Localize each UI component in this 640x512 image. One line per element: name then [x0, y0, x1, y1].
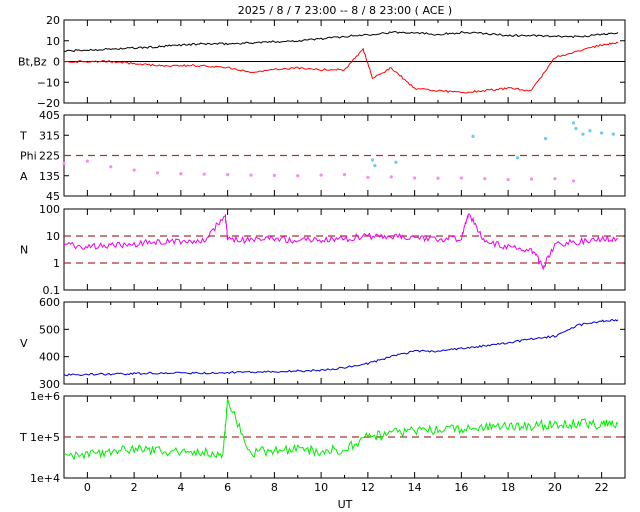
y-tick-label: 400 — [39, 351, 60, 364]
y-tick-label: 135 — [39, 170, 60, 183]
y-tick-label: 1e+5 — [30, 431, 60, 444]
panel-frame — [63, 301, 626, 385]
data-point — [226, 173, 230, 177]
y-tick-label: −20 — [37, 97, 60, 110]
data-point — [413, 176, 417, 180]
x-tick-label: 10 — [314, 481, 328, 494]
data-point — [574, 126, 578, 131]
data-point — [389, 175, 393, 179]
data-point — [571, 179, 576, 183]
x-tick-label: 22 — [595, 481, 609, 494]
data-point — [179, 172, 183, 176]
data-point — [483, 177, 487, 181]
data-point — [272, 173, 276, 178]
data-point — [394, 160, 398, 164]
y-tick-label: 20 — [46, 14, 60, 27]
y-axis-label: Bt,Bz — [18, 56, 47, 69]
data-point — [471, 134, 475, 138]
panel-speed: 600 500 400 300 V — [20, 296, 626, 391]
chart-title: 2025 / 8 / 7 23:00 -- 8 / 8 23:00 ( ACE … — [238, 4, 452, 17]
y-tick-label: 1e+4 — [30, 472, 60, 485]
data-point — [109, 165, 113, 169]
y-tick-label: −10 — [37, 76, 60, 89]
y-tick-label: 10 — [46, 35, 60, 48]
data-point — [600, 131, 604, 135]
x-tick-label: 18 — [501, 481, 515, 494]
y-tick-label: 1 — [53, 257, 60, 270]
data-point — [506, 177, 510, 182]
data-point — [611, 132, 615, 136]
series-line — [63, 398, 619, 461]
x-tick-label: 20 — [548, 481, 562, 494]
y-tick-label: 100 — [39, 203, 60, 216]
panel-magnetic-field: 20 10 0 −10 −20 Bt,Bz — [18, 14, 626, 110]
panel-temperature: 1e+6 1e+5 1e+4 0 2 4 6 8 10 12 14 16 18 20 22 T — [19, 390, 626, 494]
x-tick-label: 14 — [408, 481, 422, 494]
y-axis-label: T — [19, 431, 27, 444]
data-point — [588, 129, 592, 133]
y-tick-label: 225 — [39, 150, 60, 163]
data-point — [249, 173, 253, 177]
x-tick-label: 8 — [271, 481, 278, 494]
data-point — [155, 171, 160, 175]
y-axis-label: V — [20, 337, 28, 350]
data-point — [529, 177, 534, 181]
data-point — [553, 177, 557, 181]
data-point — [202, 172, 206, 176]
y-tick-label: 315 — [39, 129, 60, 142]
data-point — [319, 173, 323, 177]
x-tick-label: 6 — [224, 481, 231, 494]
data-point — [62, 161, 66, 165]
y-tick-label: 600 — [39, 296, 60, 309]
x-tick-label: 0 — [84, 481, 91, 494]
data-point — [296, 174, 300, 178]
y-tick-label: 10 — [46, 230, 60, 243]
series-line — [63, 41, 619, 94]
y-tick-label: 0 — [53, 56, 60, 69]
panel-angles: 405 315 225 135 45 T Phi A — [19, 109, 626, 203]
data-point — [373, 164, 377, 168]
y-tick-label: 405 — [39, 109, 60, 122]
series-line — [63, 318, 619, 377]
data-point — [366, 175, 370, 179]
data-point — [571, 121, 576, 125]
y-tick-label: 500 — [39, 323, 60, 336]
data-point — [459, 176, 463, 180]
x-tick-label: 4 — [177, 481, 184, 494]
data-point — [543, 137, 548, 141]
data-point — [436, 176, 440, 180]
y-tick-label: 1e+6 — [30, 390, 60, 403]
panel-density: 100 10 1 0.1 N — [20, 203, 626, 297]
y-tick-label: 0.1 — [43, 284, 61, 297]
x-axis-label: UT — [338, 498, 353, 511]
data-point — [132, 168, 136, 172]
series-line — [63, 213, 619, 271]
data-point — [515, 156, 520, 160]
data-point — [85, 159, 89, 163]
y-axis-label: Phi — [20, 150, 37, 163]
data-point — [581, 132, 585, 136]
data-point — [370, 158, 375, 162]
data-point — [342, 173, 347, 177]
panel-frame — [63, 208, 626, 291]
y-tick-label: 45 — [46, 190, 60, 203]
y-axis-label: T — [19, 129, 27, 142]
x-tick-label: 2 — [131, 481, 138, 494]
y-tick-label: 300 — [39, 378, 60, 391]
x-tick-label: 12 — [361, 481, 375, 494]
x-tick-label: 16 — [454, 481, 468, 494]
y-axis-label: A — [20, 170, 28, 183]
series-line — [64, 30, 619, 53]
y-axis-label: N — [20, 244, 28, 257]
